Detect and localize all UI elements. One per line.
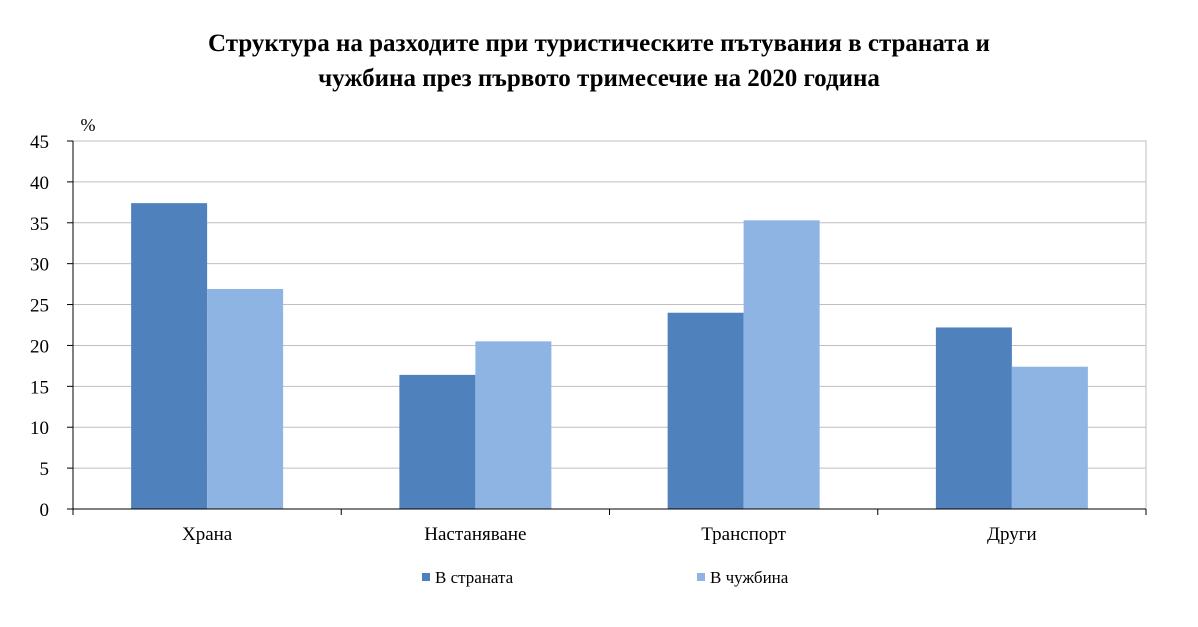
category-label: Настаняване bbox=[424, 524, 526, 545]
category-labels: Храна Настаняване Транспорт Други bbox=[182, 524, 1037, 545]
y-tick-label: 10 bbox=[30, 418, 49, 439]
legend-swatch bbox=[422, 573, 430, 581]
category-label: Други bbox=[987, 524, 1037, 545]
bars bbox=[131, 203, 1088, 509]
bar-domestic bbox=[131, 203, 208, 509]
category-label: Храна bbox=[182, 524, 233, 545]
legend-label: В чужбина bbox=[710, 568, 789, 587]
chart-title-line-2: чужбина през първото тримесечие на 2020 … bbox=[318, 65, 880, 92]
category-label: Транспорт bbox=[701, 524, 786, 545]
legend: В страната В чужбина bbox=[422, 568, 789, 587]
bar-abroad bbox=[207, 289, 284, 509]
bar-domestic bbox=[399, 374, 476, 509]
y-tick-label: 40 bbox=[30, 173, 49, 194]
y-tick-label: 0 bbox=[40, 500, 50, 521]
y-tick-label: 5 bbox=[40, 459, 50, 480]
y-tick-label: 45 bbox=[30, 132, 49, 153]
chart-title-line-1: Структура на разходите при туристическит… bbox=[208, 30, 990, 57]
y-tick-label: 25 bbox=[30, 296, 49, 317]
y-tick-label: 35 bbox=[30, 214, 49, 235]
bar-abroad bbox=[1011, 366, 1088, 509]
y-tick-label: 20 bbox=[30, 336, 49, 357]
y-tick-labels: 0 5 10 15 20 25 30 35 40 45 bbox=[30, 132, 49, 521]
bar-abroad bbox=[743, 220, 820, 509]
chart-title: Структура на разходите при туристическит… bbox=[0, 26, 1198, 96]
y-axis-unit-label: % bbox=[81, 115, 96, 135]
legend-label: В страната bbox=[435, 568, 514, 587]
axes bbox=[67, 140, 1147, 515]
bar-domestic bbox=[935, 327, 1012, 509]
y-tick-label: 15 bbox=[30, 377, 49, 398]
bar-domestic bbox=[667, 312, 744, 509]
bar-abroad bbox=[475, 341, 552, 509]
y-tick-label: 30 bbox=[30, 255, 49, 276]
legend-swatch bbox=[697, 573, 705, 581]
